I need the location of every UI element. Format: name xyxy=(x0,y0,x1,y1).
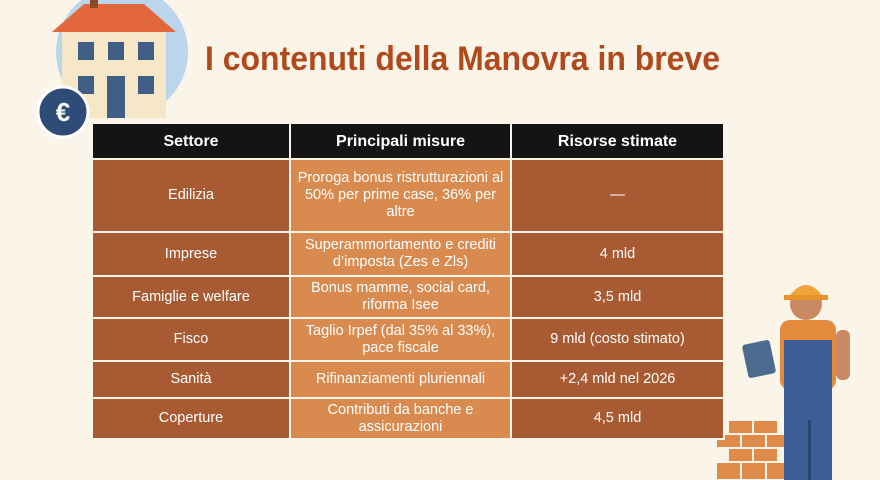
table-cell: — xyxy=(510,158,725,233)
table-cell: Fisco xyxy=(91,317,291,362)
table-body: Edilizia Proroga bonus ristrutturazioni a… xyxy=(91,158,725,440)
title: I contenuti della Manovra in breve xyxy=(205,40,720,78)
euro-sign: € xyxy=(56,97,70,127)
table-row: Edilizia Proroga bonus ristrutturazioni a… xyxy=(91,158,725,233)
table-cell: 4 mld xyxy=(510,231,725,277)
table-row: Coperture Contributi da banche e assicura… xyxy=(91,397,725,440)
worker xyxy=(742,285,850,480)
table-cell: Imprese xyxy=(91,231,291,277)
header-row: Settore Principali misure Risorse stimate xyxy=(91,122,725,160)
door xyxy=(107,76,125,118)
table-cell: Proroga bonus ristrutturazioni al 50% pe… xyxy=(289,158,512,233)
house-roof xyxy=(52,4,176,32)
table-cell: +2,4 mld nel 2026 xyxy=(510,360,725,399)
table-row: Sanità Rifinanziamenti pluriennali +2,4 ml… xyxy=(91,360,725,399)
chimney xyxy=(90,0,98,8)
table-cell: Edilizia xyxy=(91,158,291,233)
table-cell: 9 mld (costo stimato) xyxy=(510,317,725,362)
table-cell: Rifinanziamenti pluriennali xyxy=(289,360,512,399)
table-cell: Taglio Irpef (dal 35% al 33%), pace fisc… xyxy=(289,317,512,362)
table-row: Imprese Superammortamento e crediti d’imp… xyxy=(91,231,725,277)
table-cell: Famiglie e welfare xyxy=(91,275,291,319)
column-header: Principali misure xyxy=(289,122,512,160)
bricks xyxy=(715,419,787,480)
table-row: Famiglie e welfare Bonus mamme, social ca… xyxy=(91,275,725,319)
table-cell: 3,5 mld xyxy=(510,275,725,319)
table-cell: Coperture xyxy=(91,397,291,440)
column-header: Risorse stimate xyxy=(510,122,725,160)
table-cell: Sanità xyxy=(91,360,291,399)
euro-coin xyxy=(36,85,90,139)
table-cell: Contributi da banche e assicurazioni xyxy=(289,397,512,440)
measures-table: Settore Principali misure Risorse stimate … xyxy=(91,122,725,440)
table-cell: Superammortamento e crediti d’imposta (Z… xyxy=(289,231,512,277)
table-cell: 4,5 mld xyxy=(510,397,725,440)
table-cell: Bonus mamme, social card, riforma Isee xyxy=(289,275,512,319)
windows xyxy=(78,42,154,94)
column-header: Settore xyxy=(91,122,291,160)
table-row: Fisco Taglio Irpef (dal 35% al 33%), pace… xyxy=(91,317,725,362)
